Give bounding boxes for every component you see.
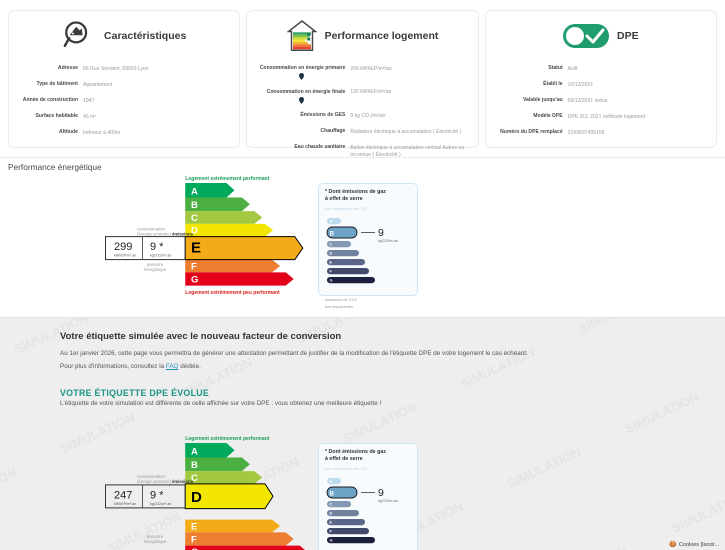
svg-text:kWhEP/m².an: kWhEP/m².an (114, 254, 136, 258)
svg-text:B: B (330, 491, 335, 498)
svg-text:kgCO2/m².an: kgCO2/m².an (378, 239, 398, 243)
svg-text:B: B (330, 231, 335, 238)
svg-text:Logement extrêmement performan: Logement extrêmement performant (185, 436, 270, 442)
svg-text:(énergie primaire): (énergie primaire) (137, 232, 171, 237)
svg-text:E: E (191, 240, 201, 257)
svg-text:247: 247 (114, 489, 132, 501)
svg-text:kWhEP/m².an: kWhEP/m².an (114, 502, 136, 506)
svg-text:C: C (191, 213, 198, 224)
svg-text:9: 9 (378, 487, 384, 499)
svg-text:E: E (191, 521, 197, 532)
svg-text:kgCO2/m².an: kgCO2/m².an (150, 254, 171, 258)
svg-text:B: B (191, 200, 198, 211)
svg-text:A: A (191, 447, 198, 458)
svg-text:C: C (330, 503, 333, 507)
svg-text:G: G (330, 539, 333, 543)
svg-text:299: 299 (114, 241, 132, 253)
svg-text:A: A (330, 220, 333, 224)
svg-text:B: B (191, 460, 198, 471)
svg-text:énergétique: énergétique (144, 539, 167, 544)
svg-text:émissions: émissions (172, 479, 194, 484)
svg-text:émissions: émissions (172, 232, 194, 237)
svg-text:F: F (191, 534, 197, 545)
svg-text:D: D (330, 512, 333, 516)
svg-text:kgCO2/m².an: kgCO2/m².an (378, 499, 398, 503)
svg-text:D: D (330, 252, 333, 256)
svg-text:Logement extrêmement performan: Logement extrêmement performant (185, 176, 270, 182)
svg-text:C: C (330, 243, 333, 247)
svg-text:9 *: 9 * (150, 489, 164, 501)
svg-text:9: 9 (378, 227, 384, 239)
svg-text:kgCO2/m².an: kgCO2/m².an (150, 502, 171, 506)
svg-text:(énergie primaire): (énergie primaire) (137, 479, 171, 484)
svg-text:9 *: 9 * (150, 241, 164, 253)
svg-text:D: D (191, 489, 202, 506)
svg-text:A: A (330, 480, 333, 484)
svg-text:A: A (191, 187, 198, 198)
